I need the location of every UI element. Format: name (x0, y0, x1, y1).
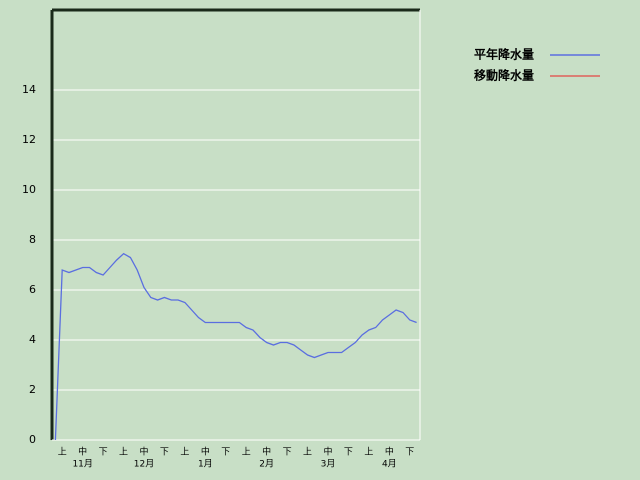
x-tick-label: 上 (180, 447, 189, 458)
x-tick-label: 上 (364, 447, 373, 458)
series-line (54, 252, 417, 441)
x-tick-label: 中 (201, 446, 210, 458)
x-tick-label: 中 (262, 446, 271, 458)
y-tick-label: 8 (29, 233, 36, 246)
y-tick-label: 4 (29, 333, 36, 346)
month-label: 1月 (198, 459, 213, 470)
y-tick-label: 14 (22, 83, 36, 96)
x-tick-label: 下 (160, 448, 169, 458)
month-label: 2月 (259, 459, 274, 470)
y-tick-label: 10 (22, 183, 36, 196)
x-tick-label: 下 (283, 448, 292, 458)
x-tick-label: 下 (99, 448, 108, 458)
x-tick-label: 下 (221, 448, 230, 458)
legend-label: 平年降水量 (474, 47, 534, 62)
legend-label: 移動降水量 (474, 68, 534, 83)
x-tick-label: 下 (344, 448, 353, 458)
month-label: 12月 (134, 459, 154, 470)
month-label: 4月 (382, 459, 397, 470)
x-tick-label: 上 (303, 447, 312, 458)
x-tick-label: 下 (405, 448, 414, 458)
x-tick-label: 上 (119, 447, 128, 458)
y-tick-label: 2 (29, 383, 36, 396)
month-label: 3月 (321, 459, 336, 470)
y-tick-label: 6 (29, 283, 36, 296)
x-tick-label: 中 (139, 446, 148, 458)
x-tick-label: 上 (58, 447, 67, 458)
month-label: 11月 (72, 459, 92, 470)
x-tick-label: 中 (323, 446, 332, 458)
x-tick-label: 中 (385, 446, 394, 458)
y-tick-label: 12 (22, 133, 36, 146)
y-tick-label: 0 (29, 433, 36, 446)
x-tick-label: 中 (78, 446, 87, 458)
x-tick-label: 上 (242, 447, 251, 458)
